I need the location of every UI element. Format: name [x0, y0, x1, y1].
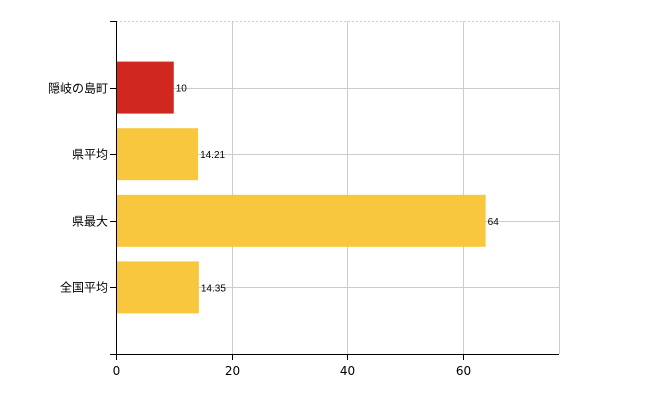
y-tick-label: 隠岐の島町	[48, 81, 108, 96]
x-tick-label: 40	[340, 364, 355, 378]
bar	[117, 261, 199, 314]
y-tick-label: 全国平均	[60, 280, 108, 295]
data-label: 10	[176, 84, 188, 95]
y-tick-label: 県最大	[72, 215, 108, 229]
data-label: 14.35	[201, 283, 226, 294]
x-tick-label: 0	[113, 364, 121, 378]
x-tick-label: 20	[225, 364, 240, 378]
bars	[117, 61, 486, 314]
y-tick-label: 県平均	[72, 148, 108, 162]
axes	[110, 21, 559, 360]
x-tick-label: 60	[456, 364, 471, 378]
data-label: 64	[488, 217, 500, 228]
bar	[117, 128, 199, 181]
bar	[117, 194, 486, 247]
bar	[117, 61, 174, 114]
data-label: 14.21	[200, 150, 225, 161]
